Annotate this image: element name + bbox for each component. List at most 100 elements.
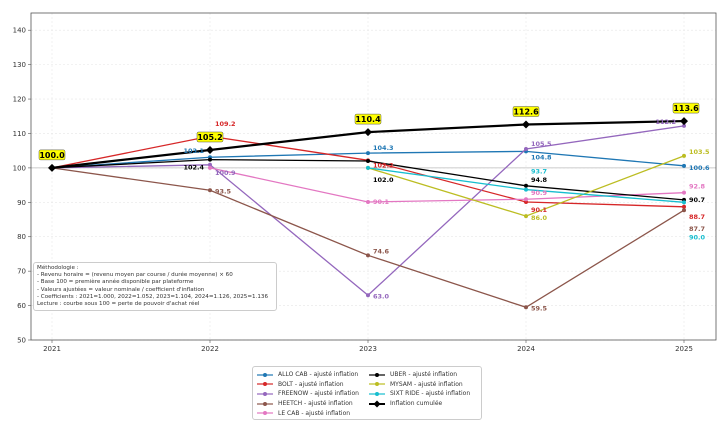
data-label: 86.0: [531, 214, 548, 222]
inflation-label: 110.4: [355, 115, 381, 124]
legend-label: UBER - ajusté inflation: [390, 371, 458, 379]
note-line: Lecture : courbe sous 100 = perte de pou…: [37, 301, 200, 308]
y-tick-label: 130: [13, 61, 26, 69]
series-point: [524, 197, 528, 202]
data-label: 90.1: [373, 198, 390, 206]
legend-swatch: [369, 382, 385, 387]
legend-swatch: [257, 411, 273, 416]
data-label: 103.5: [689, 148, 710, 156]
inflation-label-box: [196, 131, 224, 143]
x-tick-label: 2022: [201, 345, 219, 353]
inflation-marker: [364, 128, 372, 137]
data-label: 88.7: [689, 213, 705, 221]
legend-label: BOLT - ajusté inflation: [278, 380, 344, 388]
data-label: 104.8: [531, 153, 552, 161]
x-tick-label: 2024: [517, 345, 535, 353]
methodology-note: Méthodologie : - Revenu horaire = (reven…: [33, 262, 277, 312]
series-point: [682, 190, 686, 195]
series-point: [682, 163, 686, 168]
y-tick-label: 90: [17, 199, 26, 207]
series-lines: [48, 117, 688, 310]
series-point: [524, 183, 528, 188]
data-label: 63.0: [373, 292, 390, 300]
data-label: 109.2: [215, 120, 236, 128]
data-label: 90.7: [689, 196, 705, 204]
plot-frame: [30, 12, 717, 341]
legend-swatch: [257, 401, 273, 406]
legend-item: UBER - ajusté inflation: [369, 370, 477, 380]
series-point: [524, 199, 528, 204]
legend-label: HEETCH - ajusté inflation: [278, 400, 353, 408]
legend-swatch: [369, 372, 385, 377]
legend-item: BOLT - ajusté inflation: [257, 380, 365, 390]
data-label: 90.1: [531, 206, 548, 214]
note-line: - Base 100 = première année disponible p…: [37, 279, 194, 286]
y-tick-label: 50: [17, 337, 26, 345]
data-label: 93.5: [215, 187, 232, 195]
axes: 50 60 70 80 90 100 110 120 130 140 2021 2022 2023 202…: [13, 12, 717, 353]
legend-label: LE CAB - ajusté inflation: [278, 409, 351, 417]
data-labels: 103.1 104.3 104.8 100.6 109.2 102.2 90.1 88.7 10…: [38, 102, 710, 312]
inflation-label-box: [512, 106, 540, 117]
x-tick-label: 2023: [359, 345, 377, 353]
data-label: 94.8: [531, 176, 548, 184]
legend-swatch: [369, 400, 385, 408]
legend-swatch: [369, 391, 385, 396]
legend-label: FREENOW - ajusté inflation: [278, 390, 359, 398]
note-line: Méthodologie :: [37, 265, 79, 271]
legend: ALLO CAB - ajusté inflation BOLT - ajusté…: [252, 366, 482, 420]
inflation-label-box: [672, 102, 700, 114]
legend-item: FREENOW - ajusté inflation: [257, 389, 365, 399]
series-point: [366, 151, 370, 156]
series-point: [682, 153, 686, 158]
series-point: [682, 204, 686, 209]
series-point: [208, 165, 212, 170]
data-label: 103.1: [183, 147, 204, 155]
legend-item: MYSAM - ajusté inflation: [369, 380, 477, 390]
y-tick-label: 140: [13, 27, 26, 35]
note-line: - Revenu horaire = (revenu moyen par cou…: [37, 272, 233, 279]
series-point: [208, 162, 212, 167]
inflation-marker: [680, 117, 688, 126]
legend-swatch: [257, 372, 273, 377]
data-label: 92.8: [689, 183, 706, 191]
data-label: 105.5: [531, 140, 552, 148]
series-point: [208, 157, 212, 162]
inflation-marker: [48, 163, 56, 172]
inflation-marker: [522, 120, 530, 129]
legend-swatch: [257, 382, 273, 387]
legend-item: ALLO CAB - ajusté inflation: [257, 370, 365, 380]
x-tick-label: 2025: [675, 345, 693, 353]
y-tick-label: 110: [13, 130, 26, 138]
legend-item: LE CAB - ajusté inflation: [257, 408, 365, 418]
x-tick-label: 2021: [43, 345, 61, 353]
legend-item: HEETCH - ajusté inflation: [257, 399, 365, 409]
series-point: [366, 159, 370, 164]
y-tick-label: 100: [13, 164, 26, 172]
series-point: [366, 293, 370, 298]
legend-item: SIXT RIDE - ajusté inflation: [369, 389, 477, 399]
legend-label: MYSAM - ajusté inflation: [390, 380, 463, 388]
data-label: 90.9: [531, 189, 548, 197]
series-point: [524, 187, 528, 192]
y-tick-label: 60: [17, 302, 26, 310]
data-label: 59.5: [531, 304, 548, 312]
series-point: [524, 305, 528, 310]
data-label: 102.2: [373, 161, 394, 169]
series-point: [524, 146, 528, 151]
series-point: [208, 188, 212, 193]
inflation-label-box: [354, 113, 382, 125]
series-point: [682, 200, 686, 205]
series-point: [682, 208, 686, 213]
inflation-label-box: [38, 149, 66, 161]
inflation-label: 100.0: [39, 151, 65, 160]
data-label: 104.3: [373, 144, 394, 152]
series-point: [682, 123, 686, 128]
legend-item: Inflation cumulée: [369, 399, 477, 409]
legend-swatch: [257, 391, 273, 396]
y-tick-label: 80: [17, 233, 26, 241]
series-point: [524, 214, 528, 219]
series-point: [366, 253, 370, 258]
data-label: 100.6: [689, 164, 710, 172]
